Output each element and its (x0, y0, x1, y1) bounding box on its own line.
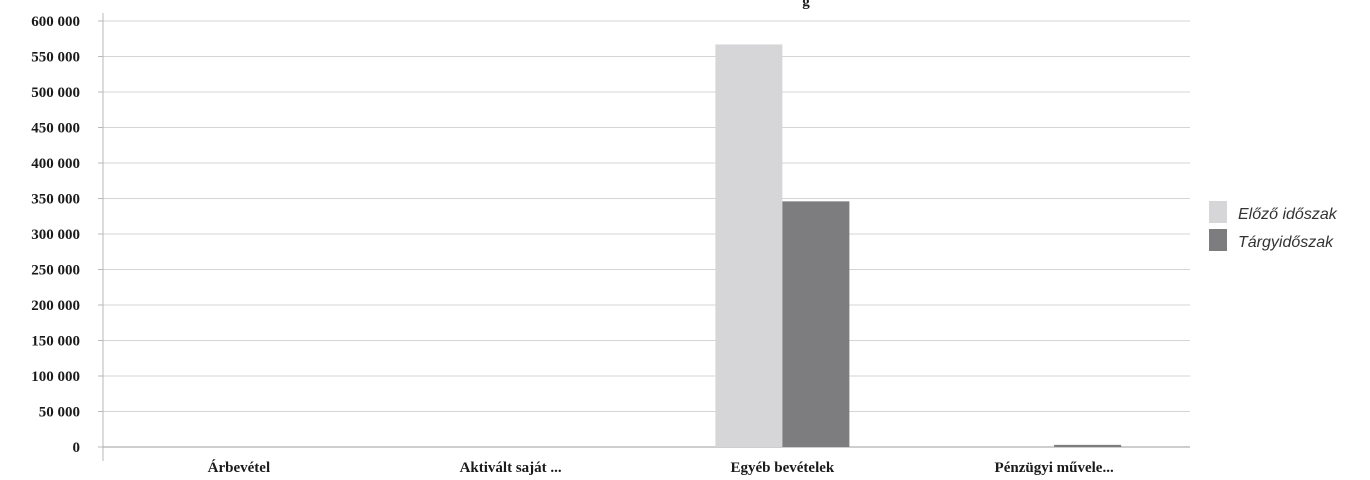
y-tick-label: 150 000 (31, 334, 80, 350)
x-tick-label: Aktivált saját ... (460, 460, 562, 476)
y-tick-label: 300 000 (31, 227, 80, 243)
legend-label: Tárgyidőszak (1238, 234, 1334, 251)
y-tick-label: 500 000 (31, 85, 80, 101)
y-tick-label: 400 000 (31, 156, 80, 172)
y-tick-label: 50 000 (39, 405, 80, 421)
x-tick-label: Árbevétel (208, 459, 270, 476)
x-tick-label: Pénzügyi műve­le... (995, 460, 1114, 476)
bar (782, 201, 850, 447)
y-tick-label: 0 (73, 440, 81, 456)
y-tick-label: 100 000 (31, 369, 80, 385)
x-tick-label: Egyéb bevételek (731, 460, 835, 476)
y-tick-label: 450 000 (31, 121, 80, 137)
legend-swatch (1209, 229, 1227, 251)
y-tick-label: 200 000 (31, 298, 80, 314)
legend-label: Előző időszak (1238, 206, 1338, 223)
x-axis-ticks: Árbevétel Aktivált saját ... Egyéb bevétel… (208, 459, 1114, 476)
legend-swatch (1209, 201, 1227, 223)
y-tick-label: 600 000 (31, 14, 80, 30)
gridlines (103, 20, 1190, 412)
y-tick-label: 250 000 (31, 263, 80, 279)
legend: Előző időszak Tárgyidőszak (1209, 201, 1338, 251)
y-axis-ticks: 0 50 000 100 000 150 000 200 000 250 000 300 0… (31, 14, 103, 456)
y-tick-label: 350 000 (31, 192, 80, 208)
bars (715, 44, 1122, 448)
y-tick-label: 550 000 (31, 50, 80, 66)
chart-title-fragment: g (802, 0, 810, 10)
bar (1054, 444, 1122, 447)
bar (715, 44, 783, 448)
